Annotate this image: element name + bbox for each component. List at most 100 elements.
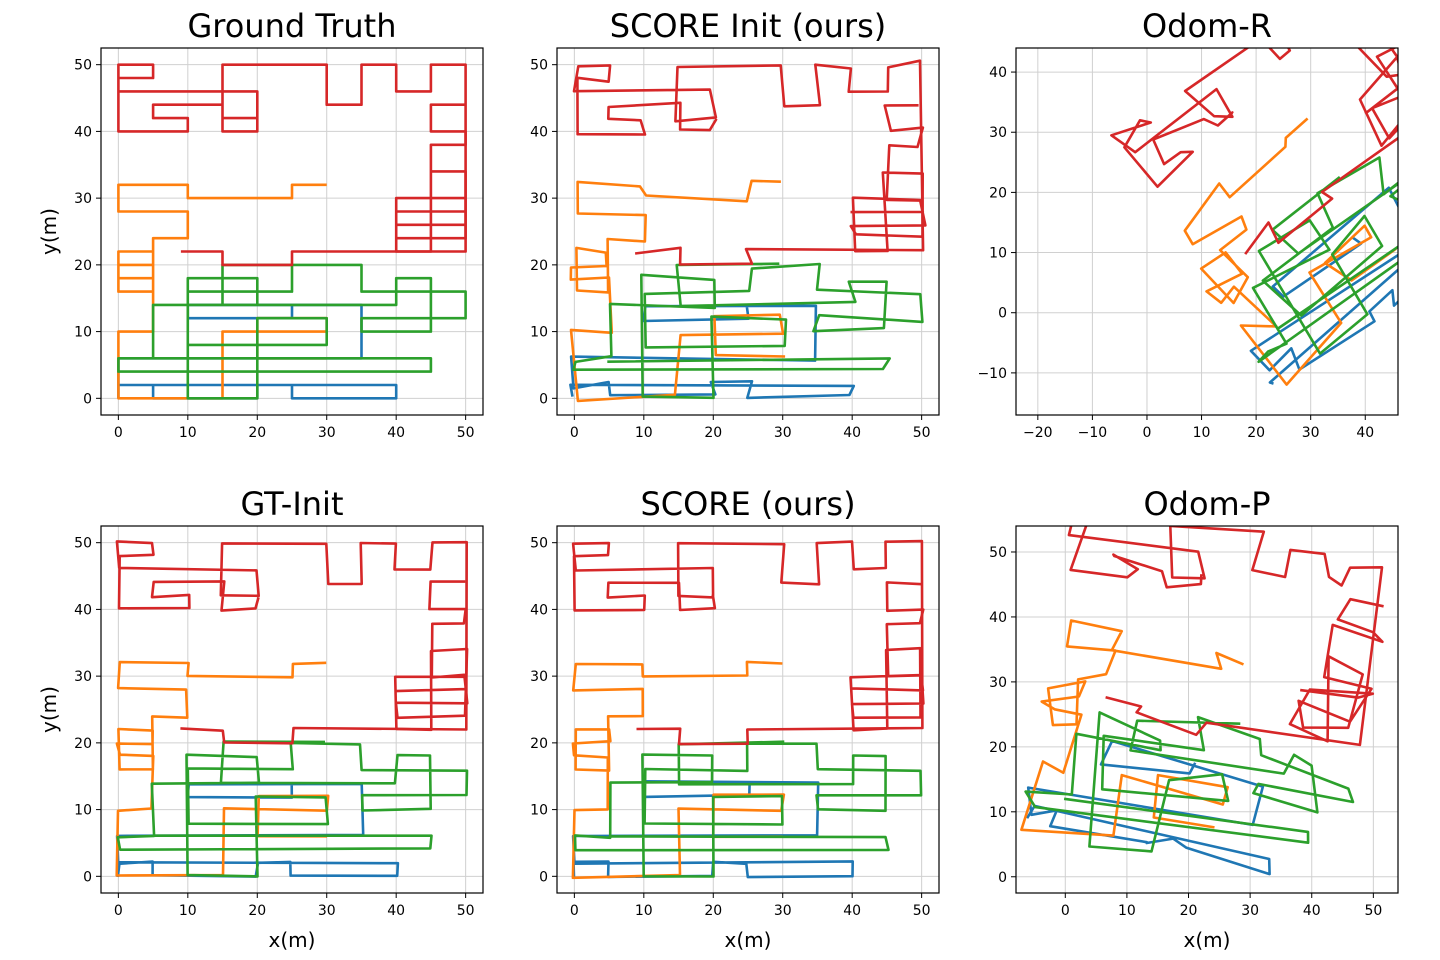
x-tick-label: 10	[179, 425, 197, 441]
x-tick-label: 0	[570, 903, 579, 919]
trajectory-orange-1	[117, 183, 329, 400]
trajectory-orange-1	[1020, 619, 1245, 837]
trajectory-red-4	[1288, 597, 1384, 743]
panel-title: SCORE (ours)	[640, 485, 855, 523]
y-tick-label: 50	[74, 58, 92, 74]
y-tick-label: 50	[530, 58, 548, 74]
y-tick-label: 20	[530, 736, 548, 752]
panel-2: 0 10 20 30 40 50 0 10 20 30 40 50 SCORE Init (ours)	[530, 7, 940, 441]
x-tick-label: 30	[774, 425, 792, 441]
x-tick-label: 30	[318, 903, 336, 919]
x-tick-label: 40	[1303, 903, 1321, 919]
y-tick-label: 30	[530, 191, 548, 207]
y-tick-label: 30	[74, 191, 92, 207]
trajectory-blue-0	[1025, 739, 1271, 876]
x-tick-label: −10	[1078, 425, 1108, 441]
y-tick-label: 40	[989, 610, 1007, 626]
y-tick-label: 10	[74, 325, 92, 341]
x-axis-label: x(m)	[1184, 928, 1231, 952]
x-tick-label: 50	[457, 903, 475, 919]
x-tick-label: 0	[570, 425, 579, 441]
x-tick-label: −20	[1023, 425, 1053, 441]
y-tick-label: 0	[539, 869, 548, 885]
trajectory-orange-1	[115, 660, 330, 877]
y-tick-label: 10	[530, 325, 548, 341]
y-tick-label: 10	[74, 803, 92, 819]
x-tick-label: 20	[704, 425, 722, 441]
trajectory-green-2	[1251, 156, 1398, 364]
x-axis-label: x(m)	[725, 928, 772, 952]
y-tick-label: 50	[74, 536, 92, 552]
panel-5: 0 10 20 30 40 50 0 10 20 30 40 50 SCORE (ours) x(m)	[530, 485, 940, 952]
y-tick-label: 30	[989, 675, 1007, 691]
axes-frame	[100, 525, 484, 894]
x-tick-label: 10	[179, 903, 197, 919]
trajectories	[569, 59, 927, 403]
x-tick-label: 30	[774, 903, 792, 919]
trajectory-red-3	[1067, 526, 1384, 747]
y-tick-label: 0	[998, 870, 1007, 886]
y-tick-label: 30	[530, 669, 548, 685]
x-tick-label: 20	[1247, 425, 1265, 441]
panel-title: GT-Init	[241, 485, 344, 523]
trajectory-green-2	[572, 262, 924, 400]
trajectories	[115, 540, 469, 878]
x-tick-label: 30	[1241, 903, 1259, 919]
x-tick-label: 10	[1193, 425, 1211, 441]
trajectory-green-2	[117, 263, 467, 400]
panel-title: Ground Truth	[188, 7, 397, 45]
y-tick-label: 40	[74, 602, 92, 618]
trajectories	[117, 63, 467, 400]
trajectory-red-4	[1357, 48, 1398, 147]
x-tick-label: 40	[843, 903, 861, 919]
panel-3: −20 −10 0 10 20 30 40 −10 0 10 20 30 40 Odom-R	[977, 7, 1399, 441]
x-tick-label: 50	[913, 903, 931, 919]
x-tick-label: 10	[635, 903, 653, 919]
axes-frame	[556, 525, 940, 894]
y-tick-label: 30	[989, 125, 1007, 141]
x-tick-label: 0	[114, 903, 123, 919]
x-tick-label: 50	[1364, 903, 1382, 919]
y-tick-label: 30	[74, 669, 92, 685]
panel-4: 0 10 20 30 40 50 0 10 20 30 40 50 GT-Init x(m) y(m)	[37, 485, 484, 952]
y-tick-label: 40	[530, 602, 548, 618]
x-tick-label: 40	[843, 425, 861, 441]
trajectory-red-3	[1110, 48, 1398, 255]
x-tick-label: 40	[387, 425, 405, 441]
trajectory-red-4	[849, 581, 925, 732]
x-tick-label: 20	[248, 903, 266, 919]
y-tick-label: 10	[989, 246, 1007, 262]
x-tick-label: 0	[1143, 425, 1152, 441]
x-tick-label: 0	[114, 425, 123, 441]
y-tick-label: 10	[530, 803, 548, 819]
panel-6: 0 10 20 30 40 50 0 10 20 30 40 50 Odom-P x(m)	[989, 485, 1399, 952]
trajectory-green-2	[1024, 711, 1355, 853]
trajectory-orange-1	[569, 179, 786, 403]
x-tick-label: 50	[913, 425, 931, 441]
y-tick-label: 40	[530, 124, 548, 140]
axes-frame	[1015, 525, 1399, 894]
x-tick-label: 30	[1302, 425, 1320, 441]
x-tick-label: 10	[1118, 903, 1136, 919]
trajectory-red-3	[571, 539, 924, 746]
panel-title: Odom-R	[1142, 7, 1272, 45]
y-tick-label: 0	[83, 869, 92, 885]
x-tick-label: 40	[1356, 425, 1374, 441]
trajectory-red-3	[117, 63, 467, 267]
x-axis-label: x(m)	[269, 928, 316, 952]
y-tick-label: 20	[989, 185, 1007, 201]
trajectory-red-4	[394, 103, 467, 253]
x-tick-label: 0	[1061, 903, 1070, 919]
x-tick-label: 40	[387, 903, 405, 919]
panel-1: 0 10 20 30 40 50 0 10 20 30 40 50 Ground Truth y(m)	[37, 7, 484, 441]
y-tick-label: 20	[74, 736, 92, 752]
trajectories	[571, 539, 925, 880]
x-tick-label: 50	[457, 425, 475, 441]
y-tick-label: 20	[530, 258, 548, 274]
trajectory-blue-0	[1249, 186, 1398, 385]
x-tick-label: 10	[635, 425, 653, 441]
y-tick-label: 20	[989, 740, 1007, 756]
y-tick-label: 0	[83, 391, 92, 407]
trajectory-orange-1	[1183, 117, 1397, 386]
